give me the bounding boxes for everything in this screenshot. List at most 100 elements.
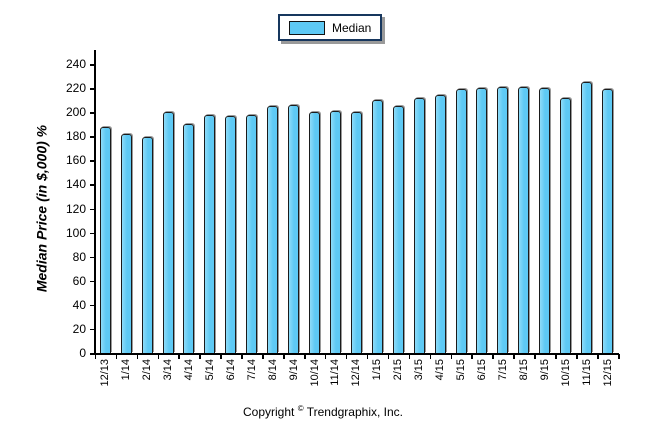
y-tick [89, 208, 95, 210]
y-tick-label: 140 [65, 177, 86, 192]
x-tick-label: 12/13 [99, 359, 112, 387]
y-tick-label: 80 [72, 249, 86, 264]
x-tick-label: 2/14 [141, 359, 154, 381]
bar-5/15 [455, 89, 467, 353]
bar-1/15 [371, 100, 383, 353]
x-tick [429, 354, 432, 359]
bar-10/15 [560, 98, 572, 353]
x-tick-label: 5/14 [203, 359, 216, 381]
y-tick [89, 304, 95, 307]
y-tick-label: 160 [65, 153, 86, 168]
bar-12/15 [602, 89, 614, 353]
x-tick [324, 354, 327, 359]
chart-legend: Median [278, 14, 383, 41]
y-tick-label: 20 [72, 321, 86, 336]
x-tick-label: 6/14 [224, 359, 237, 381]
bar-3/14 [162, 112, 174, 353]
y-tick [89, 353, 95, 355]
bar-2/15 [392, 106, 404, 353]
bar-6/14 [225, 116, 237, 353]
x-tick-label: 10/15 [559, 359, 572, 387]
y-tick [89, 256, 95, 259]
x-tick-label: 5/15 [455, 359, 468, 381]
y-tick [89, 64, 95, 66]
x-tick [618, 354, 620, 359]
legend-label: Median [332, 20, 372, 35]
x-tick [304, 354, 306, 359]
x-tick [408, 354, 411, 359]
bar-10/14 [309, 112, 320, 353]
bar-6/15 [476, 88, 488, 353]
x-tick-label: 12/15 [601, 359, 614, 387]
bar-11/15 [581, 82, 593, 353]
x-tick [220, 354, 222, 359]
x-tick-label: 9/14 [287, 359, 300, 381]
x-tick-label: 11/14 [329, 359, 342, 386]
legend-swatch-median [289, 20, 325, 35]
x-tick-label: 7/14 [245, 359, 258, 381]
x-tick [199, 354, 201, 359]
x-tick [387, 354, 390, 359]
x-tick [115, 354, 118, 359]
x-tick-label: 4/14 [182, 359, 195, 381]
x-tick [513, 354, 515, 359]
x-axis-line [94, 353, 619, 355]
bar-8/14 [267, 106, 279, 353]
x-tick [471, 354, 473, 359]
y-tick-label: 120 [65, 201, 86, 216]
y-tick-label: 220 [65, 81, 86, 96]
x-tick-label: 10/14 [308, 359, 321, 387]
bar-7/15 [497, 87, 509, 353]
x-tick [178, 354, 180, 359]
x-tick [576, 354, 578, 359]
x-tick [136, 354, 139, 359]
x-tick [534, 354, 536, 359]
x-tick [283, 354, 285, 359]
x-tick-label: 3/14 [162, 359, 174, 381]
bar-12/14 [350, 112, 362, 353]
copyright-symbol: © [297, 404, 304, 413]
y-tick-label: 240 [65, 57, 86, 71]
x-tick [450, 354, 453, 359]
y-tick [89, 136, 95, 138]
y-tick [89, 88, 95, 90]
x-tick [597, 354, 599, 359]
x-tick-label: 2/15 [392, 359, 405, 381]
bar-4/15 [434, 95, 446, 353]
x-tick-label: 1/14 [120, 359, 133, 381]
y-tick [89, 160, 95, 162]
y-tick-label: 0 [79, 346, 86, 360]
x-tick-label: 8/15 [517, 359, 530, 381]
y-tick [89, 280, 95, 283]
x-tick [555, 354, 557, 359]
x-tick [492, 354, 494, 359]
y-tick [89, 112, 95, 114]
bar-11/14 [329, 111, 341, 353]
y-tick-label: 200 [65, 105, 86, 120]
bar-7/14 [246, 115, 258, 353]
bar-1/14 [120, 134, 132, 353]
x-tick-label: 11/15 [580, 359, 593, 386]
y-tick [89, 328, 95, 331]
x-tick-label: 9/15 [538, 359, 551, 381]
bar-4/14 [183, 124, 195, 353]
copyright-text: Copyright © Trendgraphix, Inc. [243, 404, 403, 419]
bar-8/15 [518, 87, 530, 353]
bar-5/14 [204, 115, 216, 353]
x-tick-label: 1/15 [371, 359, 384, 381]
bar-9/15 [539, 88, 551, 353]
y-tick-label: 180 [65, 129, 86, 144]
y-tick-label: 60 [72, 273, 86, 288]
x-tick [345, 354, 348, 359]
y-axis-line [94, 50, 96, 354]
x-tick [241, 354, 243, 359]
y-tick-label: 100 [65, 225, 86, 240]
x-tick-label: 7/15 [496, 359, 509, 381]
bar-2/14 [141, 137, 153, 353]
y-tick [89, 184, 95, 186]
x-tick-label: 3/15 [413, 359, 426, 381]
y-tick-label: 40 [72, 297, 86, 312]
x-tick [262, 354, 264, 359]
x-tick-label: 4/15 [434, 359, 447, 381]
